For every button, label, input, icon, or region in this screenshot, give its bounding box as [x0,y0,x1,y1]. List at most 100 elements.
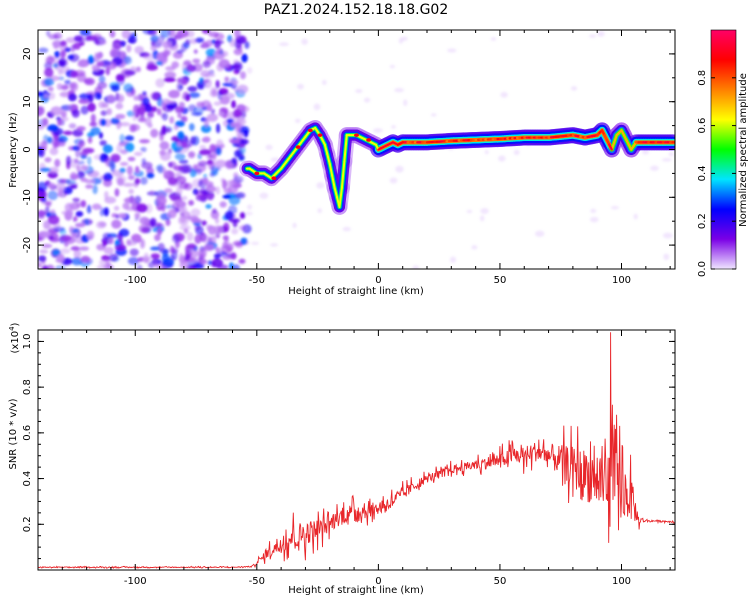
noise-blob [189,38,198,45]
x-tick-label: -50 [249,576,265,587]
noise-blob [292,222,297,229]
noise-blob [57,57,69,68]
noise-blob [317,208,322,214]
noise-blob [98,101,106,109]
noise-blob [140,176,148,185]
noise-blob [490,37,497,41]
noise-blob [40,140,48,150]
noise-blob [71,257,83,266]
noise-blob [202,60,212,69]
noise-blob [214,217,220,224]
colorbar-tick-label: 0.4 [697,165,708,181]
noise-blob [181,78,188,86]
noise-blob [195,225,204,235]
noise-blob [127,175,135,180]
noise-blob [123,70,136,76]
noise-blob [192,58,201,64]
x-tick-label: 50 [494,576,507,587]
noise-blob [228,204,238,215]
noise-blob [197,160,208,167]
noise-blob [38,230,51,238]
noise-blob [589,34,597,38]
noise-blob [106,94,116,104]
noise-blob [363,97,371,103]
noise-blob [164,188,173,194]
noise-blob [144,104,153,113]
noise-blob [49,225,60,231]
noise-blob [75,211,84,217]
noise-blob [165,219,171,227]
noise-blob [661,158,672,162]
noise-blob [160,30,171,38]
noise-blob [71,246,80,251]
noise-blob [79,30,90,37]
ridge-segment [328,162,334,177]
noise-blob [205,204,212,209]
noise-blob [90,113,96,124]
noise-blob [219,143,225,149]
noise-blob [179,224,191,231]
noise-blob [133,151,143,156]
noise-blob [136,107,146,115]
noise-blob [201,235,212,244]
y-tick-label: -10 [22,189,33,205]
noise-blob [49,147,59,156]
ridge-hotspot [271,176,277,180]
noise-blob [60,234,72,242]
noise-blob [136,66,141,73]
noise-blob [136,264,143,269]
noise-blob [224,76,230,83]
noise-blob [92,33,102,39]
noise-blob [265,144,273,151]
noise-blob [65,155,72,166]
noise-blob [342,226,351,232]
noise-blob [99,206,105,217]
spectrogram-y-axis-label: Frequency (Hz) [8,112,19,188]
noise-blob [59,44,69,52]
noise-blob [239,71,247,80]
spectrogram-content [38,30,675,269]
noise-blob [642,149,649,155]
y-tick-label: 0 [22,146,33,152]
snr-x-ticks: -100 -50 0 50 100 [37,330,671,587]
noise-blob [219,201,227,208]
noise-blob [662,232,673,239]
noise-blob [80,255,91,263]
ridge-hotspot [317,133,323,137]
noise-blob [213,101,222,106]
noise-blob [80,150,89,156]
figure-title: PAZ1.2024.152.18.18.G02 [264,2,449,18]
noise-blob [223,187,232,194]
noise-blob [167,177,178,185]
noise-blob [87,56,95,65]
noise-blob [156,195,167,206]
noise-blob [389,64,395,69]
y-tick-label: 0.4 [22,471,33,487]
noise-blob [64,202,74,212]
noise-blob [160,151,171,161]
noise-blob [98,132,104,139]
noise-blob [170,196,183,202]
noise-blob [50,106,63,116]
colorbar-tick-label: 0.8 [697,70,708,86]
noise-blob [181,141,188,148]
noise-blob [430,113,437,117]
noise-blob [152,256,159,267]
noise-blob [76,144,83,151]
noise-blob [141,226,151,234]
noise-blob [313,103,321,111]
noise-blob [118,228,130,237]
noise-blob [64,79,72,86]
noise-blob [56,253,65,263]
noise-blob [150,44,157,51]
noise-blob [87,156,92,166]
noise-blob [174,106,181,114]
noise-blob [38,181,48,192]
noise-blob [203,73,216,78]
noise-blob [186,232,194,242]
ridge-core-segment [608,143,613,151]
noise-blob [222,255,232,261]
noise-blob [68,123,77,129]
noise-blob [214,32,225,41]
noise-blob [114,244,127,251]
